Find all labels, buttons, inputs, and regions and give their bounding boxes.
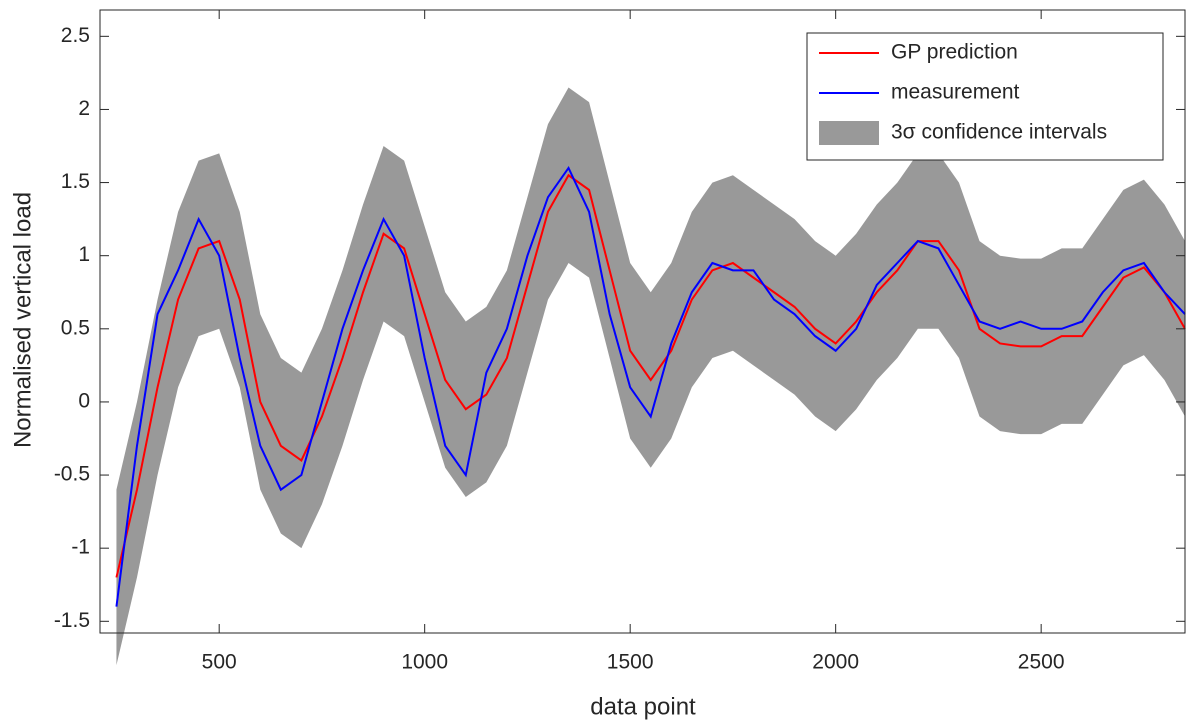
x-tick-label: 1000 <box>401 651 448 674</box>
legend-label: 3σ confidence intervals <box>891 121 1107 144</box>
y-tick-label: -1 <box>71 536 90 559</box>
y-tick-label: -0.5 <box>54 463 90 486</box>
legend-label: measurement <box>891 81 1020 104</box>
y-tick-label: 1.5 <box>61 170 90 193</box>
series-line <box>115 173 1186 578</box>
y-tick-label: 2.5 <box>61 24 90 47</box>
y-tick-label: 2 <box>78 97 90 120</box>
x-tick-label: 500 <box>202 651 237 674</box>
y-tick-label: 1 <box>78 243 90 266</box>
legend-label: GP prediction <box>891 41 1018 64</box>
plot-frame <box>99 9 1186 634</box>
legend-swatch <box>819 121 879 145</box>
y-axis-label: Normalised vertical load <box>9 192 36 448</box>
series-line <box>115 165 1186 607</box>
y-tick-label: 0 <box>78 389 90 412</box>
x-tick-label: 1500 <box>607 651 654 674</box>
x-axis-label: data point <box>590 693 696 720</box>
x-tick-label: 2500 <box>1018 651 1065 674</box>
x-tick-label: 2000 <box>812 651 859 674</box>
y-tick-label: -1.5 <box>54 609 90 632</box>
y-tick-label: 0.5 <box>61 316 90 339</box>
confidence-band <box>116 87 1185 666</box>
